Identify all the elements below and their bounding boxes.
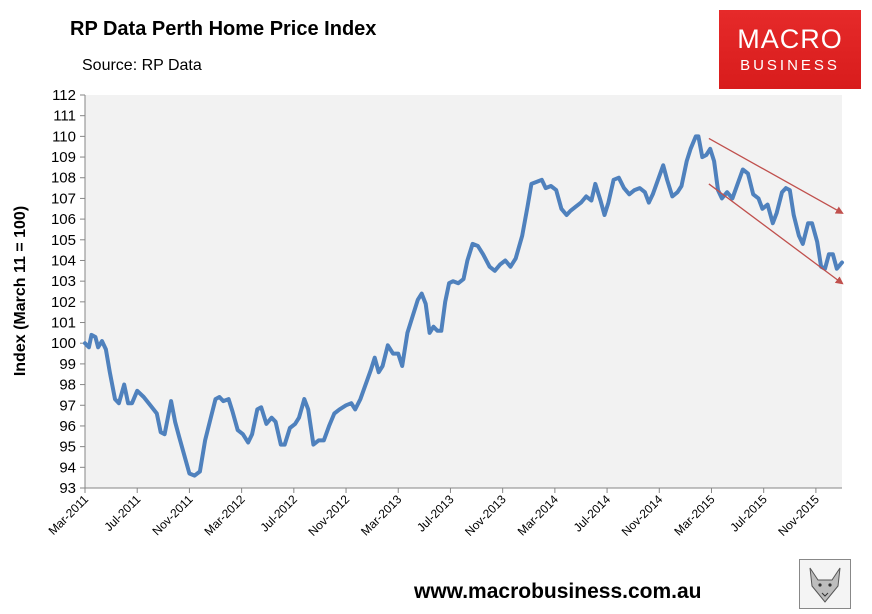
y-tick-label: 106 [51, 211, 76, 228]
x-axis: Mar-2011 Jul-2011 Nov-2011 Mar-2012 Jul-2012… [46, 487, 842, 539]
x-tick-label: Mar-2012 [202, 492, 248, 538]
y-tick-label: 94 [59, 459, 76, 476]
trend-arrow-2 [708, 183, 844, 285]
x-tick-label: Mar-2011 [46, 492, 92, 538]
x-tick-label: Nov-2012 [305, 492, 352, 539]
x-tick-label: Mar-2015 [671, 492, 717, 538]
y-tick-label: 100 [51, 335, 76, 352]
y-tick-label: 102 [51, 294, 76, 311]
y-tick-label: 112 [52, 87, 76, 104]
x-tick-label: Nov-2013 [462, 492, 509, 539]
y-tick-label: 103 [51, 273, 76, 290]
logo-line-macro: MACRO [737, 24, 843, 54]
y-tick-label: 93 [59, 480, 76, 497]
y-axis-label: Index (March 11 = 100) [12, 206, 29, 376]
y-tick-label: 95 [59, 439, 76, 456]
macrobusiness-logo: MACRO BUSINESS [719, 10, 861, 89]
y-tick-label: 107 [51, 190, 76, 207]
x-tick-label: Mar-2013 [358, 492, 404, 538]
y-tick-label: 104 [51, 252, 76, 269]
y-tick-label: 110 [52, 128, 76, 145]
x-tick-label: Nov-2011 [149, 492, 195, 538]
trend-arrows [708, 137, 844, 285]
x-tick-label: Nov-2014 [619, 492, 666, 539]
x-tick-label: Mar-2014 [515, 492, 561, 538]
x-tick-label: Jul-2012 [258, 492, 301, 535]
fox-emblem [799, 559, 851, 609]
trend-arrow-1 [708, 137, 844, 214]
logo-line-business: BUSINESS [740, 57, 840, 74]
website-url: www.macrobusiness.com.au [414, 580, 702, 603]
plot-area [85, 95, 842, 488]
y-tick-label: 97 [59, 397, 76, 414]
y-tick-label: 111 [53, 108, 76, 125]
y-tick-label: 98 [59, 377, 76, 394]
y-tick-label: 109 [51, 149, 76, 166]
x-tick-label: Jul-2014 [571, 492, 614, 535]
y-axis: 93 94 95 96 97 98 99 100 101 102 103 104 105 106 107 10… [51, 87, 86, 497]
chart-source: Source: RP Data [82, 57, 202, 74]
x-tick-label: Jul-2013 [414, 492, 457, 535]
y-tick-label: 105 [51, 232, 76, 249]
y-tick-label: 108 [51, 170, 76, 187]
x-tick-label: Nov-2015 [775, 492, 822, 539]
y-tick-label: 101 [51, 315, 76, 332]
x-tick-label: Jul-2011 [102, 492, 144, 534]
y-tick-label: 96 [59, 418, 76, 435]
y-tick-label: 99 [59, 356, 76, 373]
x-tick-label: Jul-2015 [727, 492, 770, 535]
chart-title: RP Data Perth Home Price Index [70, 18, 377, 40]
